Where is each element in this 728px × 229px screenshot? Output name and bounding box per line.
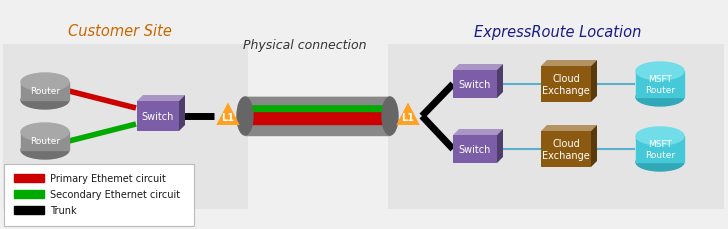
- Bar: [245, 100, 390, 112]
- Polygon shape: [497, 65, 503, 98]
- Bar: [14, 206, 44, 214]
- Polygon shape: [453, 65, 503, 71]
- FancyBboxPatch shape: [541, 131, 591, 167]
- Ellipse shape: [21, 74, 69, 92]
- Text: MSFT
Router: MSFT Router: [645, 140, 675, 159]
- Polygon shape: [591, 125, 597, 167]
- Bar: [21, 132, 69, 150]
- Text: L1: L1: [402, 112, 414, 122]
- Text: Switch: Switch: [142, 112, 174, 121]
- Ellipse shape: [636, 153, 684, 171]
- Polygon shape: [396, 103, 420, 125]
- Ellipse shape: [636, 63, 684, 81]
- Text: ExpressRoute Location: ExpressRoute Location: [475, 25, 641, 39]
- Bar: [14, 190, 44, 198]
- Text: Primary Ethemet circuit: Primary Ethemet circuit: [50, 173, 166, 183]
- Polygon shape: [137, 95, 185, 101]
- Text: Switch: Switch: [459, 80, 491, 90]
- Polygon shape: [541, 61, 597, 67]
- Bar: [245, 98, 390, 105]
- Text: L1: L1: [221, 112, 234, 122]
- Text: Secondary Ethernet circuit: Secondary Ethernet circuit: [50, 189, 180, 199]
- Bar: [245, 98, 390, 135]
- Ellipse shape: [636, 128, 684, 145]
- Polygon shape: [453, 129, 503, 135]
- Ellipse shape: [636, 89, 684, 106]
- Polygon shape: [216, 103, 240, 125]
- Text: MSFT
Router: MSFT Router: [645, 75, 675, 94]
- Text: Customer Site: Customer Site: [68, 25, 172, 39]
- Ellipse shape: [382, 98, 398, 135]
- Ellipse shape: [21, 123, 69, 141]
- Text: Trunk: Trunk: [50, 205, 76, 215]
- Polygon shape: [541, 125, 597, 131]
- FancyBboxPatch shape: [453, 135, 497, 163]
- FancyBboxPatch shape: [453, 71, 497, 98]
- Text: Router: Router: [30, 137, 60, 146]
- Bar: [14, 174, 44, 182]
- Bar: [21, 83, 69, 101]
- FancyBboxPatch shape: [137, 101, 179, 131]
- Bar: [636, 72, 684, 98]
- Ellipse shape: [237, 98, 253, 135]
- FancyBboxPatch shape: [388, 45, 724, 209]
- Bar: [245, 112, 390, 124]
- Polygon shape: [591, 61, 597, 103]
- FancyBboxPatch shape: [3, 45, 248, 209]
- Text: Cloud
Exchange: Cloud Exchange: [542, 139, 590, 160]
- Text: Router: Router: [30, 87, 60, 96]
- Polygon shape: [497, 129, 503, 163]
- Ellipse shape: [21, 141, 69, 159]
- FancyBboxPatch shape: [4, 164, 194, 226]
- Text: Cloud
Exchange: Cloud Exchange: [542, 74, 590, 95]
- Text: Physical connection: Physical connection: [243, 38, 367, 51]
- Bar: [636, 136, 684, 162]
- FancyBboxPatch shape: [541, 67, 591, 103]
- Text: Switch: Switch: [459, 144, 491, 154]
- Ellipse shape: [21, 92, 69, 109]
- Polygon shape: [179, 95, 185, 131]
